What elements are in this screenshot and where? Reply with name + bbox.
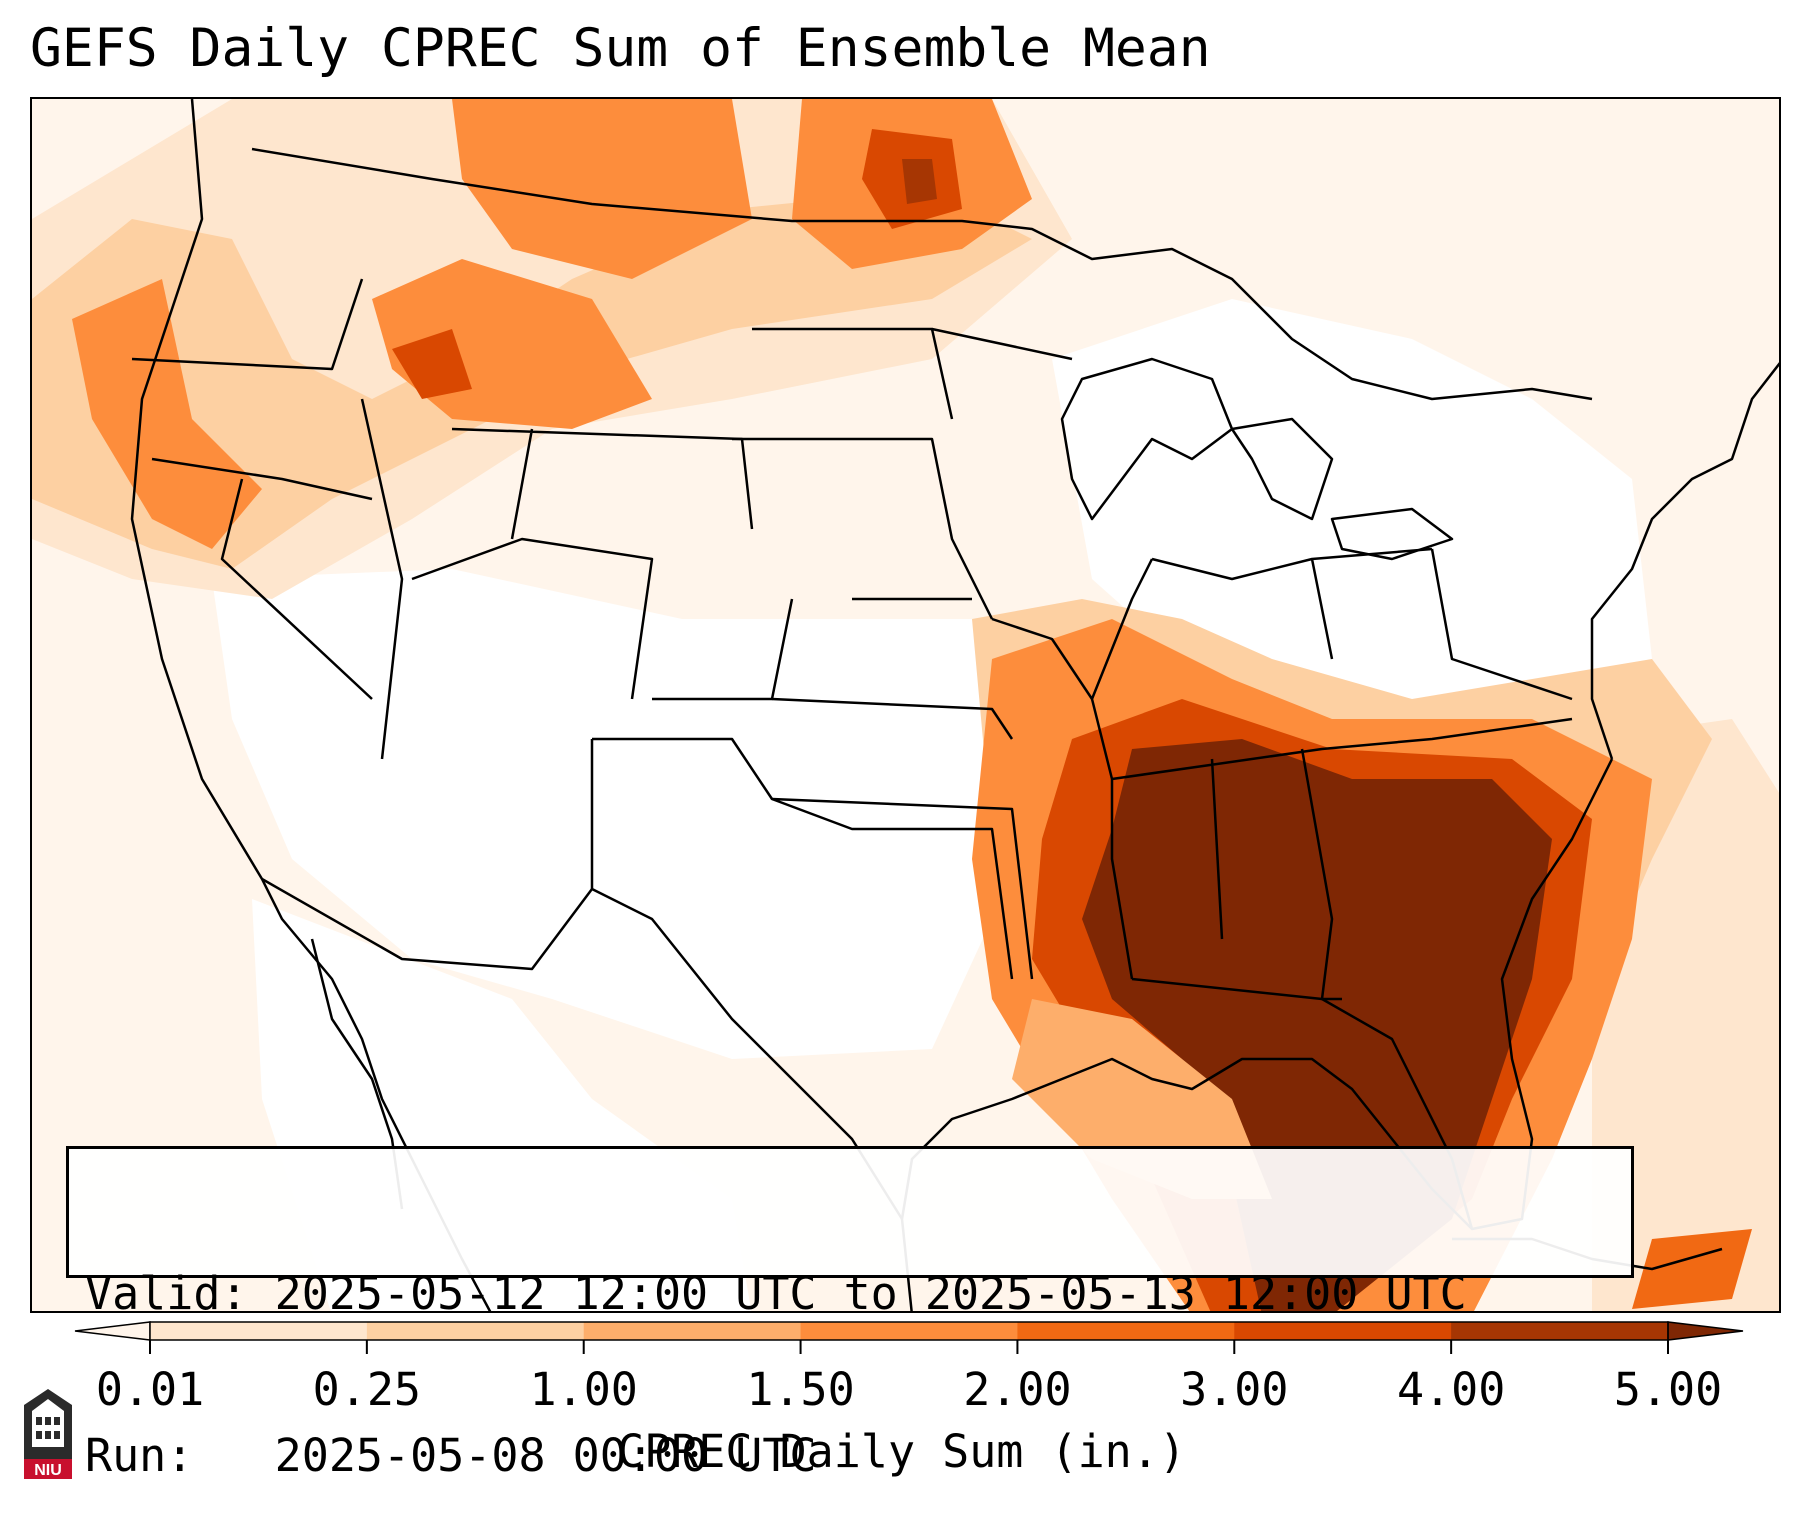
valid-label: Valid: — [85, 1267, 248, 1320]
colorbar-segment — [150, 1322, 368, 1340]
precip-dry-northeast — [1052, 299, 1652, 699]
colorbar-outline — [149, 1321, 1669, 1341]
colorbar-tick-label: 5.00 — [1613, 1363, 1723, 1416]
colorbar-tick-label: 1.50 — [746, 1363, 855, 1416]
colorbar-segment — [583, 1322, 802, 1340]
colorbar-segment — [800, 1322, 1018, 1340]
precipitation-map-svg — [32, 99, 1779, 1311]
state-lines-central — [732, 327, 1073, 980]
colorbar — [74, 1321, 1744, 1354]
run-line: Run: 2025-05-08 00:00 UTC — [85, 1429, 1631, 1483]
colorbar-tick-label: 1.00 — [529, 1363, 638, 1416]
svg-text:NIU: NIU — [34, 1462, 62, 1479]
canada-border — [251, 147, 1593, 401]
colorbar-ticks — [149, 1340, 1669, 1354]
colorbar-segment — [366, 1322, 585, 1340]
colorbar-extend-high — [1667, 1321, 1744, 1341]
chart-title: GEFS Daily CPREC Sum of Ensemble Mean — [30, 18, 1211, 79]
colorbar-segments — [74, 1321, 1744, 1341]
precip-dry-west — [212, 569, 1012, 1059]
precip-nd-max — [902, 159, 937, 204]
precip-pnw-core — [72, 279, 262, 549]
precip-idaho-core — [392, 329, 472, 399]
colorbar-segment — [1017, 1322, 1235, 1340]
gulf-coastline — [900, 758, 1614, 1311]
colorbar-tick-label: 0.01 — [95, 1363, 205, 1416]
colorbar-label: CPREC Daily Sum (in.) — [617, 1425, 1186, 1478]
colorbar-tick-label: 0.25 — [312, 1363, 422, 1416]
precipitation-map — [30, 97, 1781, 1313]
valid-line: Valid: 2025-05-12 12:00 UTC to 2025-05-1… — [85, 1267, 1631, 1321]
colorbar-tick-label: 4.00 — [1396, 1363, 1506, 1416]
colorbar-tick-label: 3.00 — [1180, 1363, 1289, 1416]
run-info-box: Valid: 2025-05-12 12:00 UTC to 2025-05-1… — [66, 1146, 1634, 1482]
colorbar-segment — [1234, 1322, 1452, 1340]
run-label: Run: — [85, 1429, 194, 1482]
run-value: 2025-05-08 00:00 UTC — [274, 1429, 817, 1482]
colorbar-segment — [1451, 1322, 1669, 1340]
mexico-border — [261, 877, 593, 971]
atlantic-coastline — [1590, 362, 1779, 760]
colorbar-tick-label: 2.00 — [963, 1363, 1072, 1416]
precip-montana — [452, 99, 752, 279]
colorbar-extend-low — [74, 1321, 151, 1341]
valid-value: 2025-05-12 12:00 UTC to 2025-05-13 12:00… — [274, 1267, 1467, 1320]
niu-logo-icon: NIU — [24, 1389, 72, 1479]
